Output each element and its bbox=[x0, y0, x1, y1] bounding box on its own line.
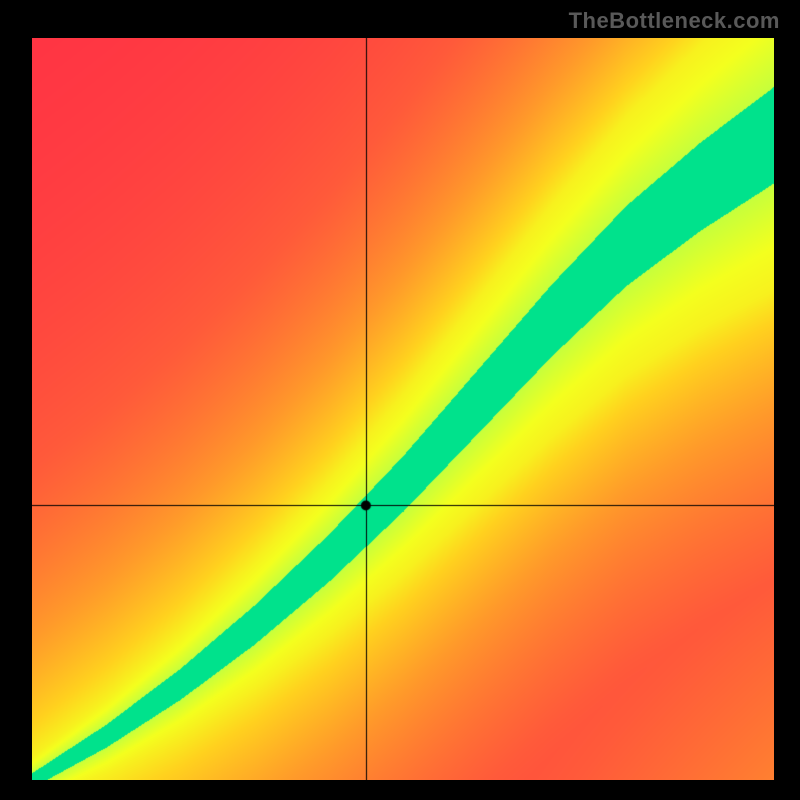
watermark-text: TheBottleneck.com bbox=[569, 8, 780, 34]
bottleneck-heatmap bbox=[32, 38, 774, 780]
heatmap-canvas bbox=[32, 38, 774, 780]
